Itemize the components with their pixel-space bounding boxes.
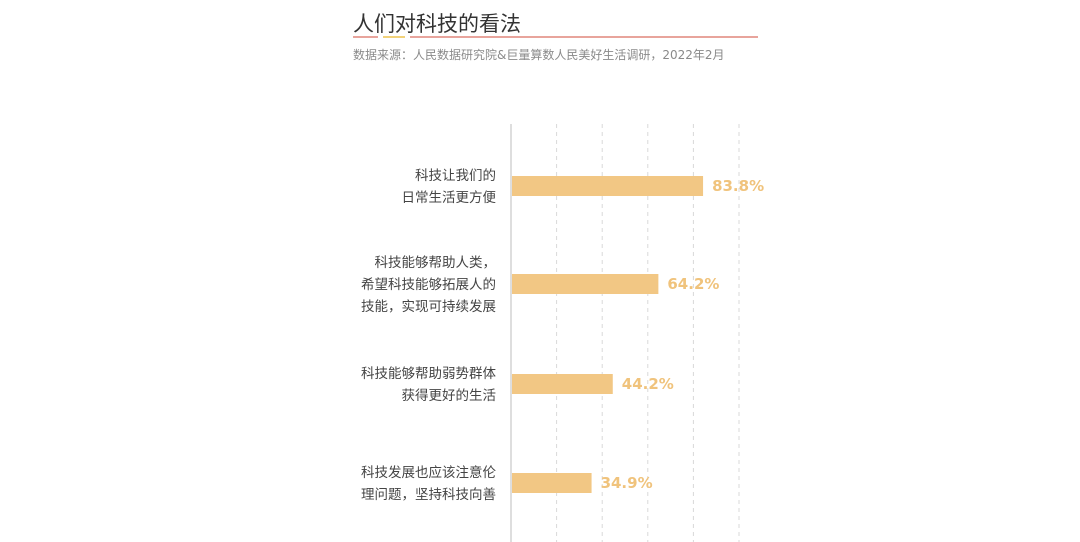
category-label-4-line-1: 科技发展也应该注意伦 [361, 464, 496, 481]
bar-4 [512, 473, 592, 493]
chart-title: 人们对科技的看法 [353, 12, 521, 36]
category-label-2-line-2: 希望科技能够拓展人的 [361, 277, 496, 293]
category-label-1-line-2: 日常生活更方便 [402, 190, 497, 206]
category-label-2-line-1: 科技能够帮助人类， [375, 255, 497, 271]
data-label-4: 34.9% [601, 474, 653, 492]
bar-1 [512, 176, 704, 196]
category-label-3-line-2: 获得更好的生活 [402, 387, 497, 404]
title-underline-yellow-segment [383, 36, 405, 38]
category-label-3-line-1: 科技能够帮助弱势群体 [361, 366, 496, 382]
category-label-1-line-1: 科技让我们的 [415, 168, 496, 184]
title-underline-red-segment [353, 36, 378, 38]
category-label-4-line-2: 理问题，坚持科技向善 [361, 487, 496, 503]
data-label-2: 64.2% [667, 275, 719, 293]
data-label-1: 83.8% [712, 177, 764, 195]
title-underline-red-line [410, 36, 758, 38]
bar-2 [512, 274, 659, 294]
category-label-2-line-3: 技能，实现可持续发展 [361, 299, 496, 315]
chart-source: 数据来源：人民数据研究院&巨量算数人民美好生活调研，2022年2月 [353, 48, 725, 62]
bar-3 [512, 374, 613, 394]
title-underline [353, 36, 758, 38]
data-label-3: 44.2% [622, 375, 674, 393]
